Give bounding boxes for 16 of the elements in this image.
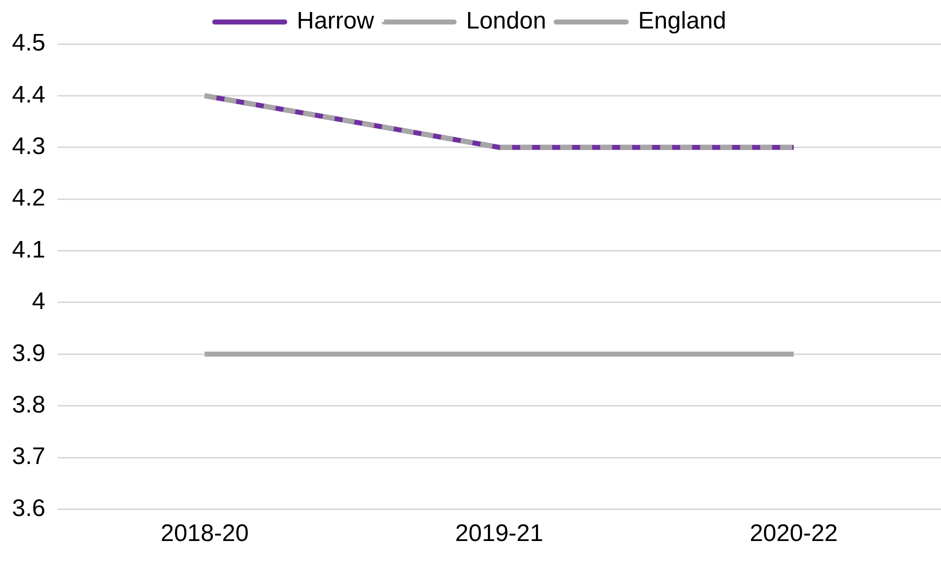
y-tick-label: 3.6 bbox=[12, 494, 46, 522]
y-tick-label: 3.8 bbox=[12, 391, 46, 418]
legend-label: London bbox=[466, 8, 546, 35]
y-tick-label: 4.2 bbox=[12, 184, 46, 212]
y-tick-label: 4 bbox=[32, 288, 46, 316]
legend-label: Harrow bbox=[296, 8, 375, 35]
y-tick-label: 3.9 bbox=[12, 340, 46, 367]
x-tick-label: 2019-21 bbox=[455, 520, 544, 548]
y-tick-label: 4.5 bbox=[12, 30, 46, 57]
x-tick-label: 2018-20 bbox=[160, 520, 249, 548]
y-tick-label: 4.3 bbox=[12, 133, 46, 160]
legend-label: England bbox=[638, 8, 726, 35]
y-tick-label: 3.7 bbox=[12, 443, 46, 470]
y-tick-label: 4.4 bbox=[12, 81, 46, 108]
x-tick-label: 2020-22 bbox=[750, 520, 838, 548]
y-tick-label: 4.1 bbox=[12, 236, 46, 264]
